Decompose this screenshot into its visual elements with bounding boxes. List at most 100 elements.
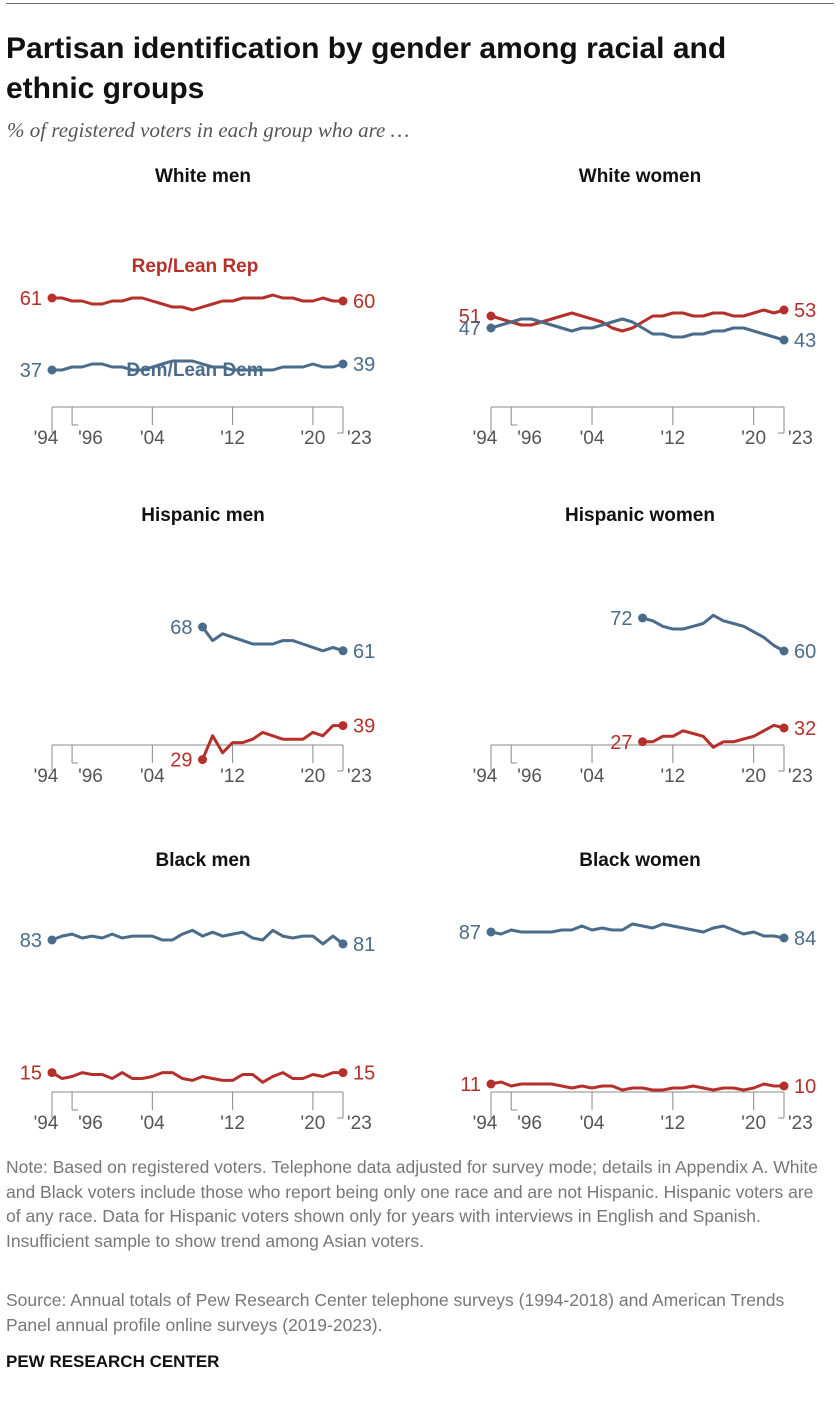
panel-hispanic-men: Hispanic men '94 '96 '04 '12 '20 '23 29 39 68 61 xyxy=(34,505,376,787)
rep-series-line xyxy=(490,1080,784,1092)
rep-end-point xyxy=(338,1068,348,1078)
dem-end-label: 61 xyxy=(353,641,375,663)
dem-series-line xyxy=(642,613,785,653)
dem-end-point xyxy=(779,646,789,656)
rep-series-line xyxy=(51,1071,343,1084)
dem-series-line xyxy=(201,626,344,653)
x-tick-label: '23 xyxy=(788,1113,813,1134)
x-tick-label: '20 xyxy=(741,428,766,449)
panel-title: White women xyxy=(579,166,701,187)
dem-start-label: 87 xyxy=(459,922,481,944)
rep-end-point xyxy=(779,305,789,315)
x-tick-label: '94 xyxy=(473,428,498,449)
panel-white-men: White men '94 '96 '04 '12 '20 '23 61 60 37 39 Rep/L… xyxy=(20,166,376,449)
rep-start-point xyxy=(638,737,648,747)
panel-black-women: Black women '94 '96 '04 '12 '20 '23 11 10 87 84 xyxy=(459,850,817,1134)
x-tick-label: '96 xyxy=(517,428,542,449)
x-tick-label: '23 xyxy=(347,1113,372,1134)
dem-end-label: 60 xyxy=(794,641,816,663)
x-tick-label: '96 xyxy=(78,766,103,787)
dem-start-point xyxy=(486,323,496,333)
panel-black-men: Black men '94 '96 '04 '12 '20 '23 15 15 83 81 xyxy=(20,850,376,1134)
rep-end-point xyxy=(338,721,348,731)
dem-start-label: 37 xyxy=(20,360,42,382)
x-tick-label: '23 xyxy=(347,428,372,449)
rep-end-point xyxy=(779,723,789,733)
dem-end-point xyxy=(779,335,789,345)
dem-series-line xyxy=(52,359,344,372)
x-tick-label: '04 xyxy=(580,428,605,449)
x-tick-label: '04 xyxy=(140,428,165,449)
x-tick-label: '96 xyxy=(517,1113,542,1134)
x-tick-label: '12 xyxy=(220,766,245,787)
dem-start-point xyxy=(198,622,208,632)
x-tick-label: '12 xyxy=(220,1113,245,1134)
dem-end-label: 43 xyxy=(794,330,816,352)
rep-start-point xyxy=(198,755,208,765)
rep-end-point xyxy=(338,296,348,306)
dem-start-label: 83 xyxy=(20,930,42,952)
rep-start-point xyxy=(47,1068,57,1078)
rep-start-point xyxy=(486,1079,496,1089)
rep-start-label: 51 xyxy=(459,306,481,328)
dem-start-label: 47 xyxy=(459,318,481,340)
x-tick-label: '23 xyxy=(347,766,372,787)
x-tick-label: '23 xyxy=(788,766,813,787)
chart-title: Partisan identification by gender among … xyxy=(6,32,727,105)
rep-start-point xyxy=(47,293,57,303)
dem-start-label: 72 xyxy=(610,608,632,630)
rep-start-point xyxy=(486,311,496,321)
rep-end-label: 32 xyxy=(794,718,816,740)
x-tick-label: '96 xyxy=(78,1113,103,1134)
dem-start-point xyxy=(486,927,496,937)
x-tick-label: '12 xyxy=(660,766,685,787)
x-tick-label: '94 xyxy=(34,1113,59,1134)
rep-end-point xyxy=(779,1081,789,1091)
rep-start-label: 15 xyxy=(20,1063,42,1085)
rep-series-line xyxy=(642,723,785,749)
rep-end-label: 15 xyxy=(353,1063,375,1085)
chart-subtitle: % of registered voters in each group who… xyxy=(7,118,410,142)
dem-start-point xyxy=(638,613,648,623)
dem-end-point xyxy=(779,933,789,943)
dem-end-label: 84 xyxy=(794,928,816,950)
x-tick-label: '20 xyxy=(301,428,326,449)
x-tick-label: '20 xyxy=(741,766,766,787)
rep-end-label: 10 xyxy=(794,1076,816,1098)
dem-start-point xyxy=(47,365,57,375)
dem-end-point xyxy=(338,939,348,949)
rep-start-label: 11 xyxy=(460,1074,481,1096)
x-tick-label: '20 xyxy=(301,1113,326,1134)
dem-end-label: 39 xyxy=(353,354,375,376)
panel-title: Hispanic women xyxy=(565,505,715,526)
rep-series-line xyxy=(201,724,343,761)
panel-title: Black men xyxy=(155,850,250,871)
dem-end-label: 81 xyxy=(353,934,375,956)
dem-series-line xyxy=(490,922,785,940)
x-tick-label: '04 xyxy=(580,766,605,787)
org-name: PEW RESEARCH CENTER xyxy=(6,1352,220,1371)
x-tick-label: '94 xyxy=(34,766,59,787)
dem-end-point xyxy=(338,646,348,656)
dem-series-line xyxy=(490,317,785,342)
x-tick-label: '04 xyxy=(140,766,165,787)
x-tick-label: '20 xyxy=(301,766,326,787)
panel-white-women: White women '94 '96 '04 '12 '20 '23 51 53 47 43 xyxy=(459,166,817,449)
panel-title: White men xyxy=(155,166,251,187)
small-multiples-chart: White men '94 '96 '04 '12 '20 '23 61 60 37 39 Rep/L… xyxy=(20,166,817,1134)
dem-start-point xyxy=(47,935,57,945)
dem-end-point xyxy=(338,359,348,369)
rep-start-label: 27 xyxy=(610,732,632,754)
top-rule xyxy=(6,3,834,4)
x-tick-label: '04 xyxy=(140,1113,165,1134)
x-tick-label: '94 xyxy=(473,1113,498,1134)
x-tick-label: '12 xyxy=(220,428,245,449)
panel-hispanic-women: Hispanic women '94 '96 '04 '12 '20 '23 27 32 72 60 xyxy=(473,505,817,787)
dem-start-label: 68 xyxy=(170,617,192,639)
source-text: Source: Annual totals of Pew Research Ce… xyxy=(6,1290,785,1335)
rep-series-name: Rep/Lean Rep xyxy=(132,256,259,277)
rep-end-label: 53 xyxy=(794,300,816,322)
x-tick-label: '23 xyxy=(788,428,813,449)
x-tick-label: '12 xyxy=(660,1113,685,1134)
note-text: Note: Based on registered voters. Teleph… xyxy=(6,1157,818,1251)
